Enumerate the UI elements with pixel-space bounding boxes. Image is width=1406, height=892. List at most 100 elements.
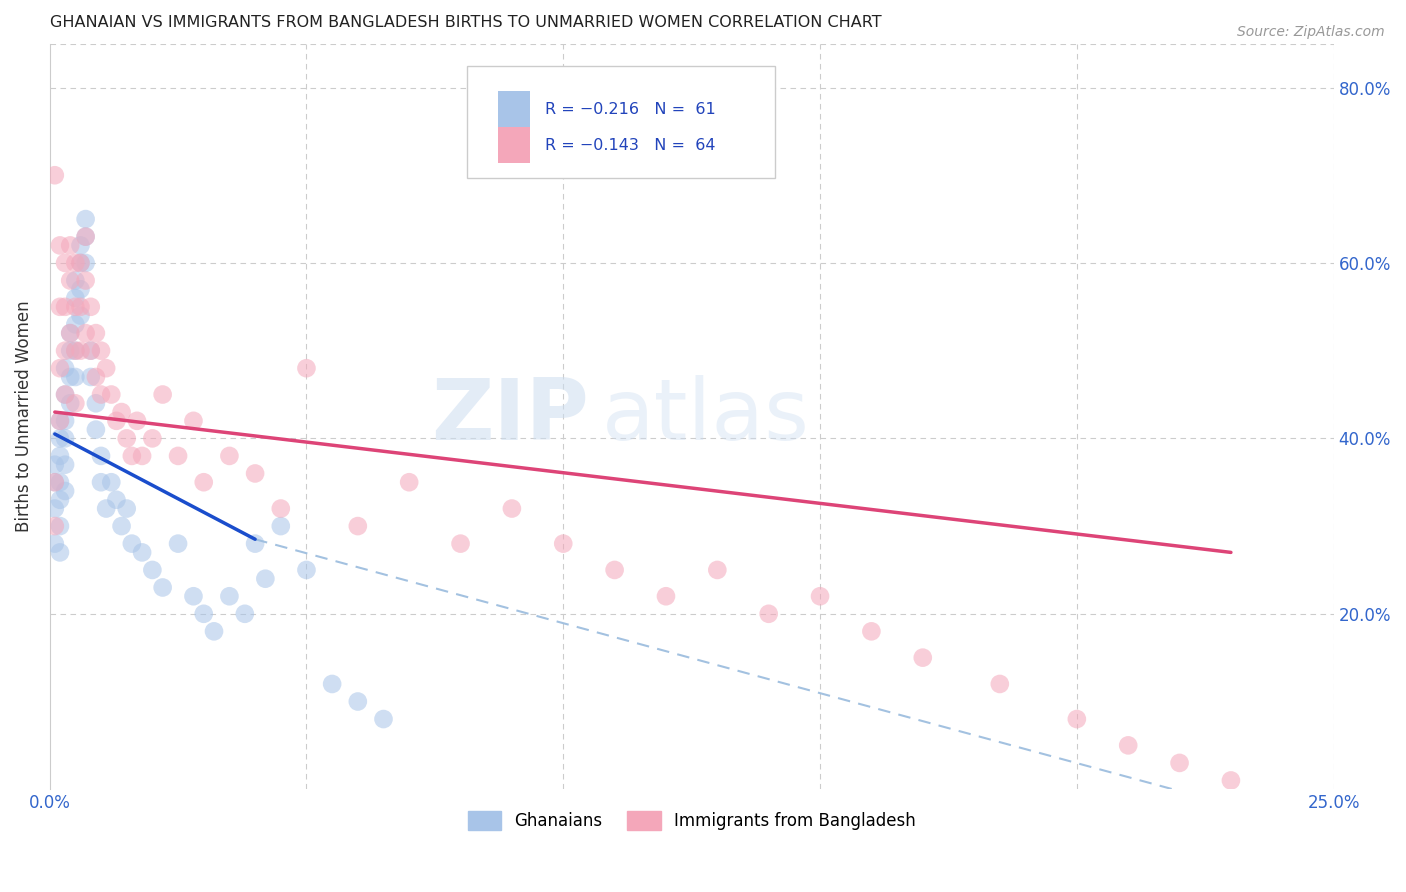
Point [84, 396, 107, 410]
Point [121, 536, 143, 550]
Point [75, 326, 97, 340]
Point [501, 501, 523, 516]
Point [988, 677, 1011, 691]
Bar [498, 128, 530, 163]
Point [152, 581, 174, 595]
Point [90, 449, 112, 463]
Point [84, 326, 107, 340]
Point [758, 607, 780, 621]
Point [49, 238, 72, 252]
Point [254, 572, 277, 586]
Point [53, 387, 76, 401]
Point [218, 589, 240, 603]
Point [84, 370, 107, 384]
Point [121, 449, 143, 463]
Point [59, 273, 82, 287]
Point [115, 501, 138, 516]
Point [346, 519, 368, 533]
Point [152, 387, 174, 401]
Point [167, 449, 190, 463]
Point [80, 343, 103, 358]
Point [53, 343, 76, 358]
Point [105, 414, 128, 428]
Point [183, 589, 205, 603]
Point [183, 414, 205, 428]
Point [1219, 773, 1241, 788]
Point [80, 300, 103, 314]
Point [75, 273, 97, 287]
Point [90, 475, 112, 490]
Point [65, 300, 87, 314]
Point [603, 563, 626, 577]
Point [49, 361, 72, 376]
Point [59, 326, 82, 340]
Point [59, 343, 82, 358]
Point [90, 343, 112, 358]
Point [80, 343, 103, 358]
Text: R = −0.216   N =  61: R = −0.216 N = 61 [546, 102, 716, 117]
Point [59, 396, 82, 410]
Point [110, 405, 132, 419]
Point [218, 449, 240, 463]
Point [243, 536, 266, 550]
Point [115, 431, 138, 445]
Point [100, 475, 122, 490]
Point [1168, 756, 1191, 770]
Point [44, 458, 66, 472]
Point [44, 168, 66, 182]
Point [53, 431, 76, 445]
Point [69, 343, 91, 358]
Point [270, 519, 292, 533]
Point [44, 475, 66, 490]
Point [53, 387, 76, 401]
Point [105, 492, 128, 507]
Text: atlas: atlas [602, 375, 810, 458]
Point [1116, 739, 1139, 753]
Point [373, 712, 395, 726]
Point [141, 431, 163, 445]
Point [96, 361, 118, 376]
Point [44, 536, 66, 550]
Point [53, 458, 76, 472]
Point [321, 677, 343, 691]
Point [398, 475, 420, 490]
Point [69, 256, 91, 270]
Point [808, 589, 831, 603]
Point [59, 326, 82, 340]
Y-axis label: Births to Unmarried Women: Births to Unmarried Women [15, 301, 32, 533]
Point [75, 229, 97, 244]
Point [65, 291, 87, 305]
Point [49, 519, 72, 533]
Point [44, 475, 66, 490]
Point [49, 414, 72, 428]
Point [59, 370, 82, 384]
Point [49, 300, 72, 314]
Point [450, 536, 472, 550]
Point [270, 501, 292, 516]
Point [69, 300, 91, 314]
Point [80, 370, 103, 384]
Point [59, 238, 82, 252]
Point [53, 256, 76, 270]
Point [193, 475, 215, 490]
Point [65, 343, 87, 358]
Point [49, 475, 72, 490]
Point [131, 449, 153, 463]
Point [65, 343, 87, 358]
Point [69, 282, 91, 296]
Point [202, 624, 225, 639]
Point [53, 300, 76, 314]
Point [706, 563, 728, 577]
Point [44, 519, 66, 533]
Point [84, 423, 107, 437]
Point [53, 361, 76, 376]
Point [75, 212, 97, 227]
Point [110, 519, 132, 533]
Point [49, 414, 72, 428]
Point [44, 501, 66, 516]
Text: ZIP: ZIP [432, 375, 589, 458]
Point [75, 256, 97, 270]
Point [553, 536, 575, 550]
Point [96, 501, 118, 516]
Point [860, 624, 883, 639]
